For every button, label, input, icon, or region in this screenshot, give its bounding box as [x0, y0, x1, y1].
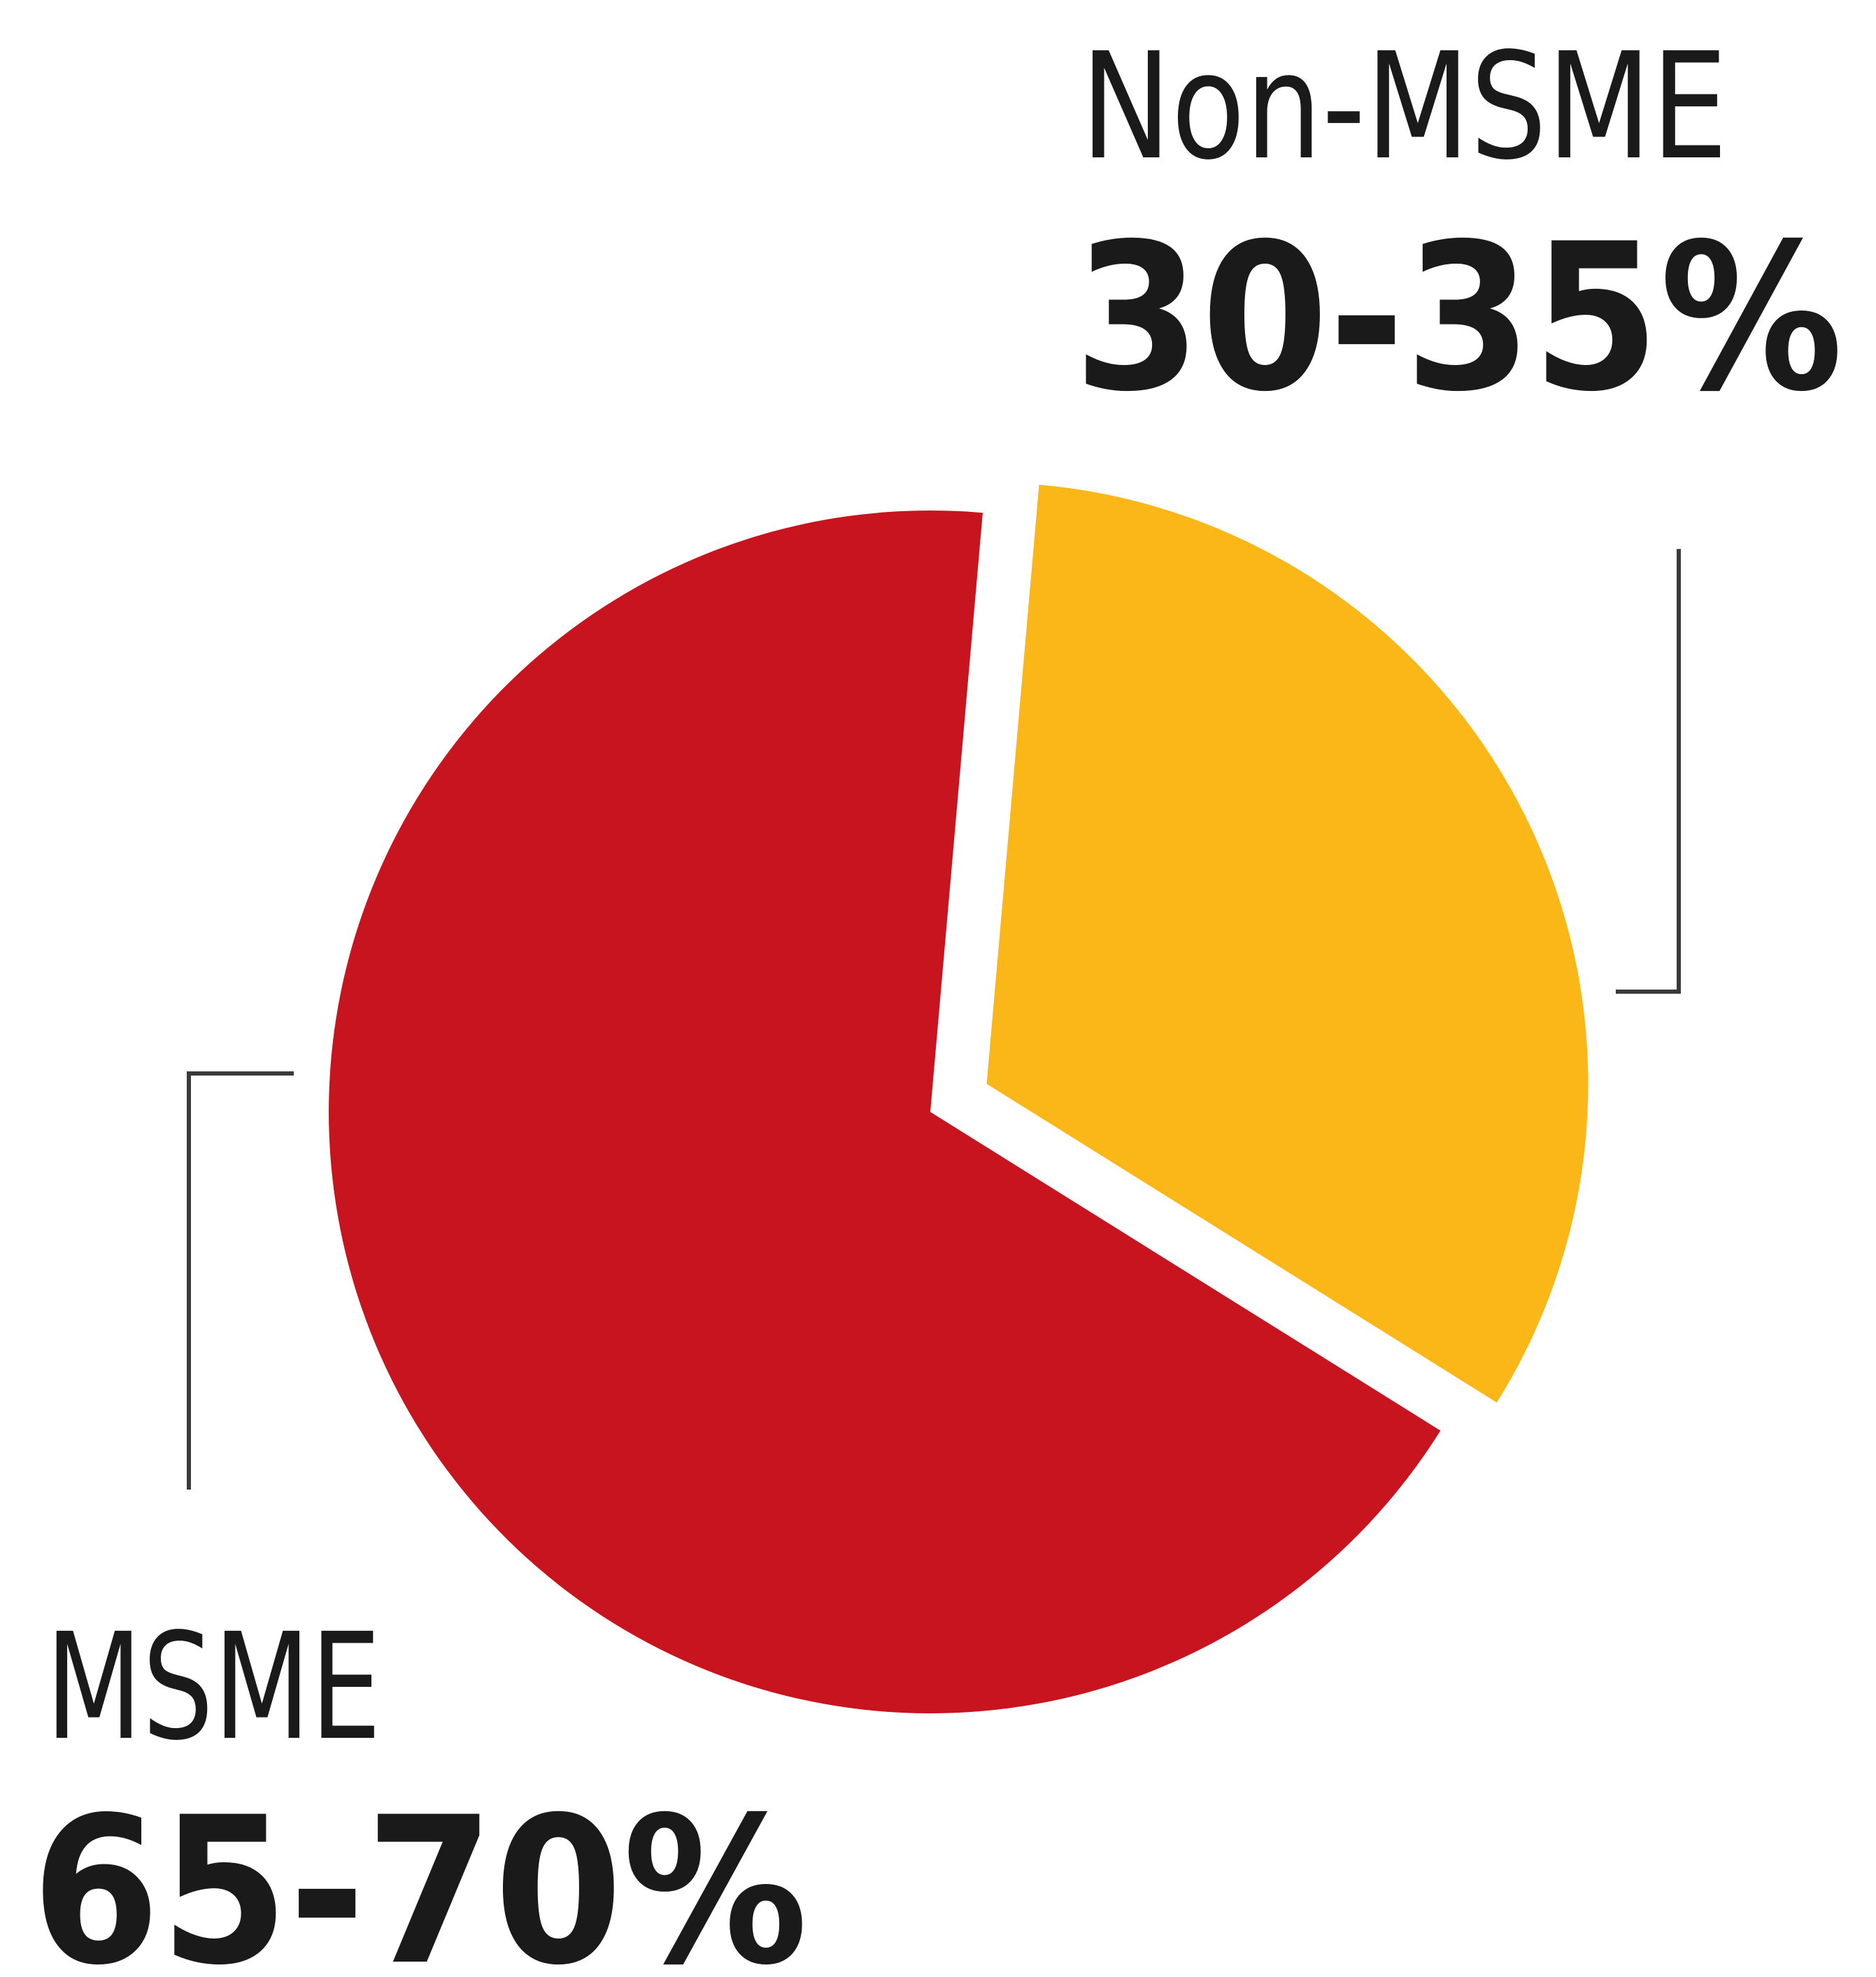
- slice-value-non-msme: 30-35%: [1074, 201, 1843, 436]
- slice-label-non-msme: Non-MSME: [1081, 21, 1728, 192]
- pie-slices: [328, 485, 1589, 1713]
- pie-slice-msme: [328, 511, 1441, 1713]
- slice-label-msme: MSME: [45, 1601, 381, 1773]
- slice-value-msme: 65-70%: [31, 1774, 808, 1977]
- leader-line-msme: [187, 1071, 294, 1490]
- pie-slice-non-msme: [986, 485, 1589, 1403]
- leader-line-non-msme: [1616, 549, 1681, 994]
